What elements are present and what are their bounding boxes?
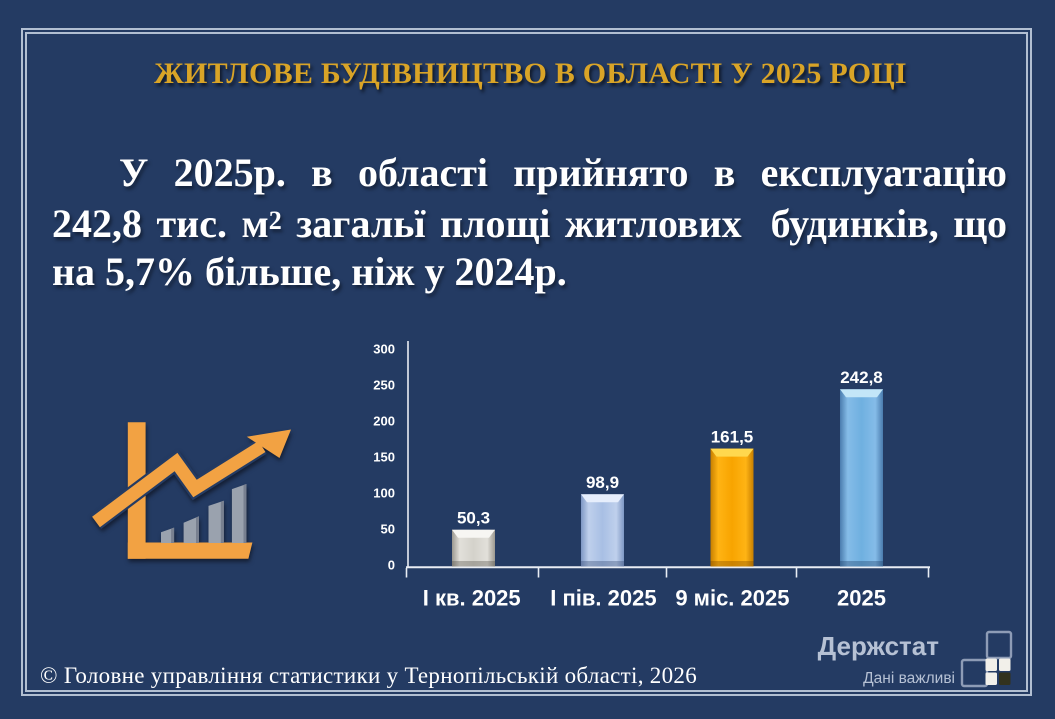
svg-text:242,8: 242,8 (840, 368, 883, 387)
svg-text:2025: 2025 (837, 586, 886, 611)
svg-text:150: 150 (373, 450, 395, 465)
svg-text:І пів. 2025: І пів. 2025 (550, 586, 656, 611)
svg-text:0: 0 (388, 558, 395, 573)
svg-text:50: 50 (381, 522, 395, 537)
svg-text:161,5: 161,5 (711, 427, 754, 446)
svg-text:І кв. 2025: І кв. 2025 (423, 586, 521, 611)
svg-text:200: 200 (373, 414, 395, 429)
svg-text:9 міс. 2025: 9 міс. 2025 (675, 586, 789, 611)
svg-text:300: 300 (373, 342, 395, 357)
svg-text:98,9: 98,9 (586, 473, 619, 492)
svg-text:50,3: 50,3 (457, 509, 490, 528)
svg-text:250: 250 (373, 378, 395, 393)
svg-text:100: 100 (373, 486, 395, 501)
